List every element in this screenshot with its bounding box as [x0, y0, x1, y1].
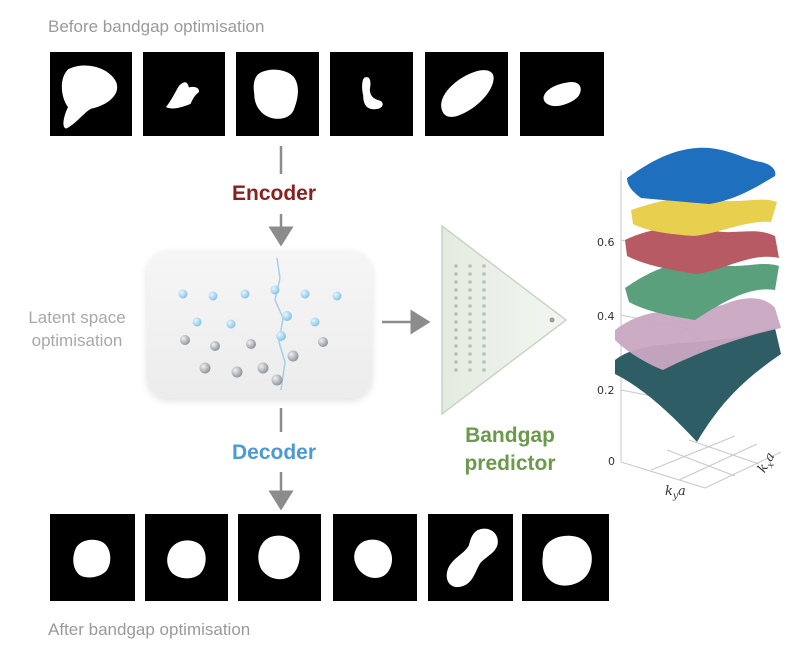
band-surface-3	[625, 227, 779, 274]
before-shape-2	[143, 52, 225, 136]
bandgap-predictor-network	[441, 224, 568, 416]
latent-space-box	[147, 250, 372, 398]
after-shape-2	[145, 514, 228, 601]
before-shape-3	[236, 52, 319, 136]
latent-label-line1: Latent space	[28, 308, 126, 327]
tick-label-0-6: 0.6	[597, 236, 615, 249]
band-surface-2	[631, 197, 777, 236]
ky-axis-a: a	[677, 484, 686, 499]
latent-space-label: Latent space optimisation	[12, 306, 142, 352]
after-shape-6	[522, 514, 609, 601]
before-shape-4	[330, 52, 413, 136]
before-shape-6	[520, 52, 604, 136]
after-caption: After bandgap optimisation	[48, 620, 251, 639]
before-caption: Before bandgap optimisation	[48, 17, 265, 36]
ky-axis-k: k	[665, 484, 673, 499]
after-shape-5	[428, 514, 513, 601]
band-surface-1	[627, 147, 776, 204]
after-shape-1	[50, 514, 135, 601]
tick-label-0-4: 0.4	[597, 310, 615, 323]
before-shape-1	[50, 52, 132, 136]
predictor-label-line1: Bandgap	[465, 424, 555, 447]
band-surface-5	[615, 298, 781, 370]
predictor-label-line2: predictor	[464, 452, 556, 475]
decoder-label: Decoder	[232, 441, 317, 464]
band-surface-4	[625, 261, 779, 320]
after-shape-3	[238, 514, 321, 601]
latent-dots	[178, 257, 342, 391]
bandgap-predictor-label: Bandgap predictor	[446, 422, 574, 478]
tick-label-0: 0	[608, 455, 615, 468]
encoder-label: Encoder	[232, 182, 317, 205]
before-shape-5	[425, 52, 508, 136]
latent-label-line2: optimisation	[31, 331, 123, 350]
after-shape-4	[333, 514, 417, 601]
band-surface-plot	[615, 147, 782, 489]
ky-axis-sub: y	[672, 491, 678, 502]
tick-label-0-2: 0.2	[597, 384, 615, 397]
ky-axis-label: kya	[665, 484, 686, 502]
